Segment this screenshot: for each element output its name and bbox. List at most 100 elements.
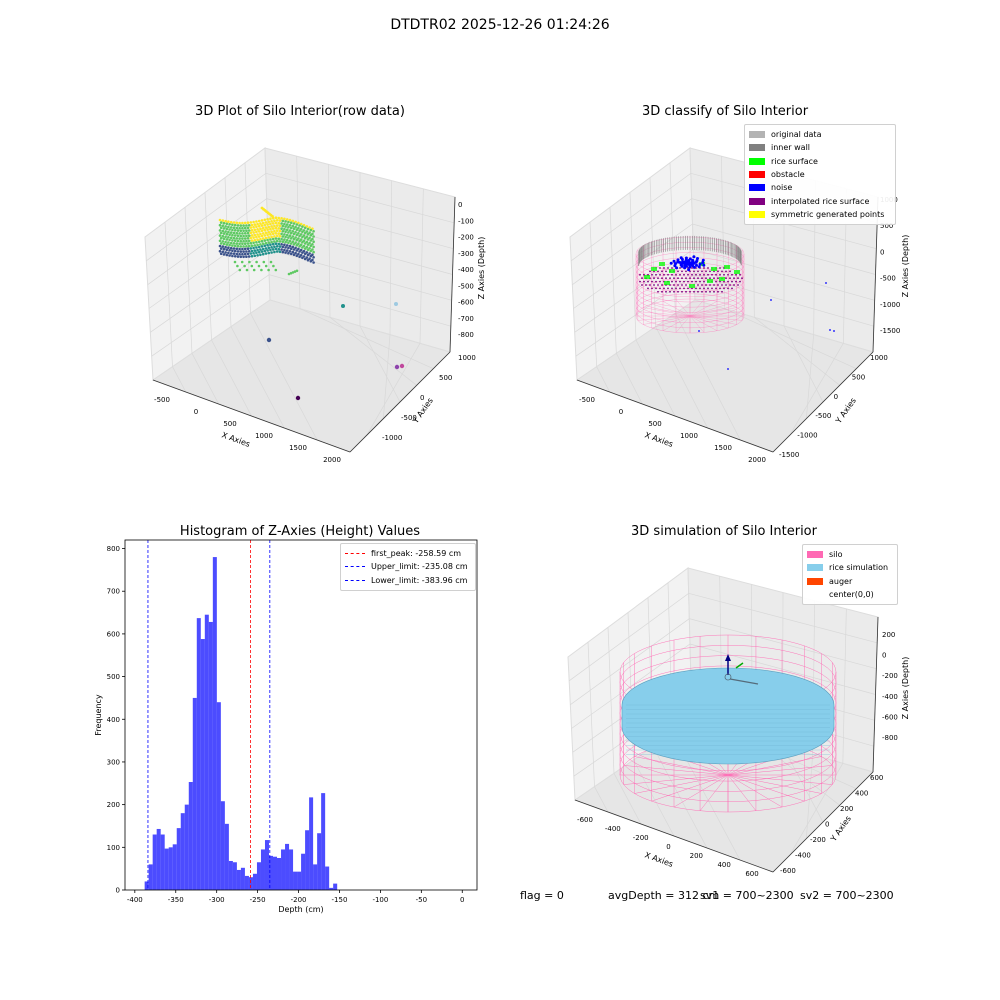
rice-surface-point — [707, 279, 709, 281]
y-tick-label: 800 — [107, 545, 120, 553]
interpolated-point — [687, 280, 689, 283]
interpolated-point — [685, 284, 687, 286]
data-point — [219, 221, 223, 224]
x-axis-line — [152, 379, 351, 453]
data-point — [281, 240, 285, 243]
data-point — [260, 250, 264, 253]
data-point — [222, 232, 226, 235]
histogram-bar — [172, 844, 177, 890]
noise-point — [688, 261, 692, 265]
data-point — [229, 236, 233, 240]
interpolated-point — [647, 273, 649, 276]
interpolated-point — [681, 284, 683, 286]
data-point — [228, 249, 231, 252]
interpolated-point — [669, 290, 671, 293]
data-point — [233, 244, 237, 248]
data-point — [309, 234, 313, 237]
outlier-point — [341, 304, 345, 308]
interpolated-point — [665, 284, 667, 286]
interpolated-point — [675, 287, 677, 290]
data-point — [294, 231, 297, 234]
interpolated-point — [671, 267, 673, 269]
data-point — [257, 224, 261, 228]
y-tick-label: -500 — [815, 412, 831, 420]
data-point — [235, 247, 239, 251]
grid-line — [147, 198, 454, 285]
legend-entry: interpolated rice surface — [749, 194, 891, 207]
grid-line — [296, 156, 301, 309]
silo-ring — [619, 727, 837, 802]
legend-entry: Upper_limit: -235.08 cm — [345, 560, 471, 573]
data-point — [252, 231, 255, 234]
data-point — [281, 230, 285, 233]
data-point — [299, 253, 303, 257]
z-tick-label: -500 — [880, 275, 896, 283]
legend-line — [345, 553, 365, 555]
data-point — [311, 258, 314, 262]
data-point — [270, 246, 273, 249]
y-tick-label: -1000 — [797, 432, 817, 440]
data-point — [228, 243, 231, 247]
noise-point — [687, 268, 691, 272]
rice-surface-point — [668, 283, 670, 285]
rice-surface-point — [699, 262, 701, 264]
rice-surface-point — [701, 264, 703, 266]
silo-floor-line — [689, 299, 705, 317]
data-point — [309, 239, 313, 242]
silo-ring — [635, 288, 745, 323]
data-point — [221, 224, 225, 228]
data-point — [227, 225, 230, 229]
data-point — [305, 256, 309, 259]
data-point — [260, 239, 264, 243]
data-point — [285, 228, 289, 232]
data-point — [303, 257, 307, 261]
interpolated-point — [707, 287, 709, 290]
noise-point — [695, 259, 699, 263]
noise-point — [687, 259, 691, 262]
data-point — [261, 232, 265, 235]
histogram-bar — [293, 871, 298, 890]
data-point — [222, 237, 226, 241]
data-point — [295, 223, 299, 226]
interpolated-point — [703, 267, 705, 269]
data-point — [242, 229, 245, 233]
interpolated-point — [689, 277, 691, 280]
interpolated-point — [739, 273, 741, 276]
data-point — [269, 213, 273, 217]
rice-surface-point — [709, 281, 711, 283]
interpolated-point — [661, 284, 663, 286]
y-tick-label: 700 — [107, 588, 120, 596]
x-axis-label: X Axies — [220, 430, 251, 449]
data-point — [245, 255, 248, 258]
noise-point — [701, 258, 705, 262]
grid-line — [172, 366, 187, 393]
data-point — [278, 234, 282, 238]
interpolated-point — [731, 287, 733, 290]
rice-surface-point — [734, 272, 736, 274]
grid-line — [164, 222, 173, 367]
interpolated-point — [677, 277, 679, 280]
interpolated-point — [733, 284, 735, 286]
histogram-bar — [321, 793, 326, 890]
silo-floor-line — [727, 774, 833, 785]
silo-floor-line — [651, 748, 729, 776]
data-point — [242, 224, 245, 227]
data-point — [245, 224, 248, 227]
auger-hub — [724, 673, 732, 681]
interpolated-point — [641, 284, 643, 286]
grid-line — [224, 177, 232, 327]
rice-surface-point — [724, 267, 726, 269]
data-point — [235, 237, 239, 240]
data-point — [264, 226, 268, 229]
data-point — [288, 229, 292, 232]
data-point — [306, 227, 310, 231]
data-point — [233, 239, 237, 242]
data-point — [292, 253, 296, 256]
grid-line — [211, 339, 252, 417]
interpolated-point — [721, 284, 723, 286]
silo-ring — [635, 283, 745, 318]
data-point — [231, 244, 234, 247]
data-point — [280, 248, 283, 251]
data-point — [219, 226, 223, 230]
data-point — [236, 229, 240, 232]
